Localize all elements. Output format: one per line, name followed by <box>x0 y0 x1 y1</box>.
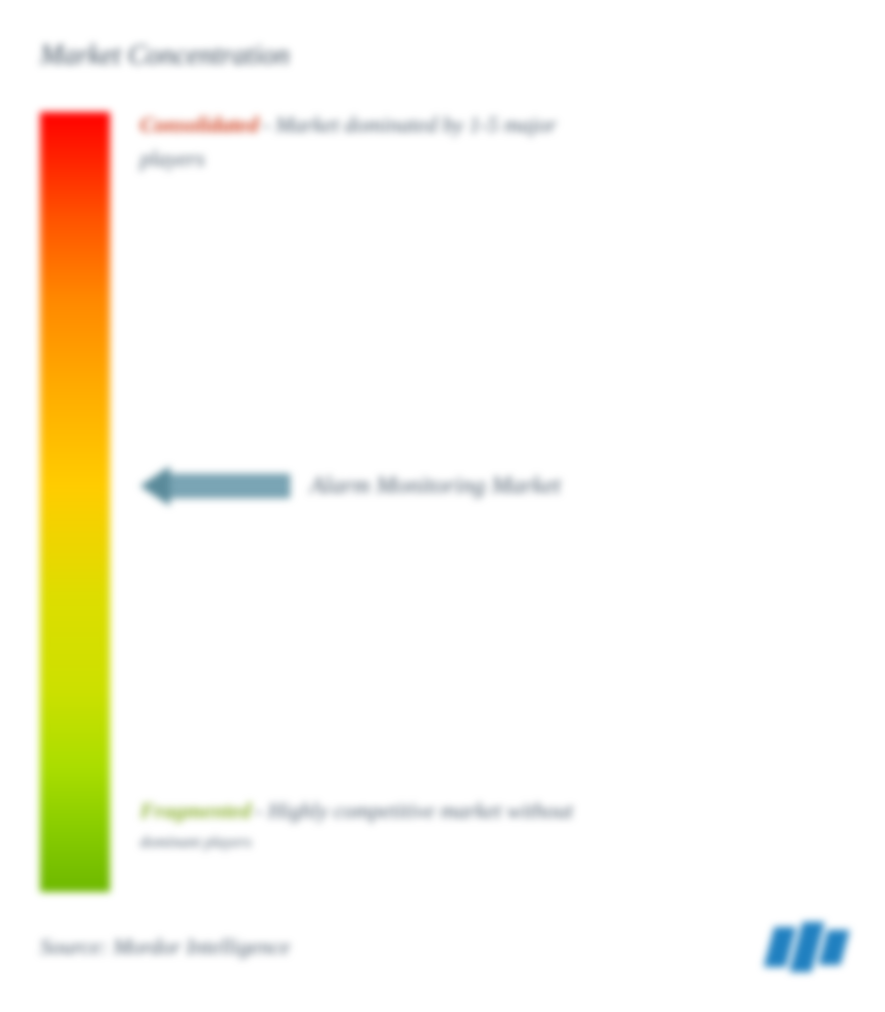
chart-content: Consolidated - Market dominated by 1-5 m… <box>40 112 845 892</box>
logo-bar-3 <box>818 930 849 965</box>
source-attribution: Source: Mordor Intelligence <box>40 934 290 960</box>
mordor-logo-icon <box>769 922 845 972</box>
consolidated-label: Consolidated <box>140 112 259 137</box>
arrow-body <box>170 474 290 498</box>
arrow-head <box>140 466 170 506</box>
labels-container: Consolidated - Market dominated by 1-5 m… <box>140 112 845 892</box>
consolidated-description-line2: players <box>140 146 845 172</box>
fragmented-description: - Highly competitive market without <box>255 798 573 823</box>
concentration-gradient-bar <box>40 112 110 892</box>
arrow-icon <box>140 466 290 506</box>
chart-title: Market Concentration <box>40 40 845 72</box>
market-name: Alarm Monitoring Market <box>310 473 561 500</box>
fragmented-section: Fragmented - Highly competitive market w… <box>140 798 845 852</box>
footer: Source: Mordor Intelligence <box>40 922 845 972</box>
consolidated-description: - Market dominated by 1-5 major <box>263 112 557 137</box>
market-position-indicator: Alarm Monitoring Market <box>140 466 561 506</box>
fragmented-label: Fragmented <box>140 798 251 823</box>
fragmented-description-line2: dominant players <box>140 834 845 852</box>
consolidated-section: Consolidated - Market dominated by 1-5 m… <box>140 112 845 172</box>
